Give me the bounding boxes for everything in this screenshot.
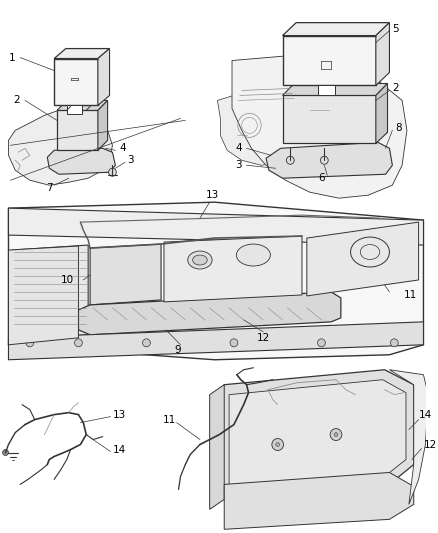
Circle shape: [74, 339, 82, 347]
Circle shape: [230, 339, 238, 347]
Polygon shape: [283, 36, 376, 85]
Polygon shape: [8, 202, 424, 360]
Text: 3: 3: [235, 160, 242, 170]
Circle shape: [286, 156, 294, 164]
Circle shape: [276, 442, 279, 447]
Text: 5: 5: [392, 23, 399, 34]
Polygon shape: [283, 22, 389, 36]
Text: 2: 2: [14, 95, 20, 106]
Polygon shape: [376, 22, 389, 85]
Polygon shape: [164, 236, 302, 302]
Text: 4: 4: [235, 143, 242, 154]
Text: 14: 14: [419, 410, 432, 419]
Circle shape: [109, 168, 117, 176]
Polygon shape: [229, 379, 406, 489]
Ellipse shape: [188, 251, 212, 269]
Polygon shape: [210, 385, 224, 510]
Text: 7: 7: [46, 183, 53, 193]
Text: 1: 1: [9, 53, 15, 62]
Circle shape: [318, 339, 325, 347]
Text: 13: 13: [206, 190, 219, 200]
Ellipse shape: [193, 255, 207, 265]
Text: 12: 12: [257, 333, 270, 343]
Polygon shape: [57, 100, 108, 110]
Circle shape: [321, 156, 328, 164]
Text: 9: 9: [174, 345, 181, 355]
Polygon shape: [54, 49, 110, 59]
Polygon shape: [376, 84, 388, 143]
Polygon shape: [8, 208, 424, 245]
Circle shape: [334, 433, 338, 437]
Polygon shape: [98, 100, 108, 150]
Circle shape: [26, 339, 34, 347]
Polygon shape: [8, 246, 78, 345]
Circle shape: [330, 429, 342, 441]
Circle shape: [390, 339, 398, 347]
Polygon shape: [217, 78, 324, 165]
Polygon shape: [389, 370, 428, 504]
Polygon shape: [232, 55, 407, 198]
Polygon shape: [318, 85, 335, 95]
Polygon shape: [78, 292, 341, 335]
Polygon shape: [266, 142, 392, 178]
Text: 4: 4: [119, 143, 126, 154]
Polygon shape: [98, 49, 110, 106]
Text: 11: 11: [162, 415, 176, 425]
Text: 8: 8: [395, 123, 402, 133]
Polygon shape: [57, 110, 98, 150]
Polygon shape: [215, 370, 414, 499]
Text: 6: 6: [318, 173, 325, 183]
Text: 10: 10: [60, 275, 74, 285]
Polygon shape: [8, 108, 113, 185]
Polygon shape: [67, 106, 82, 115]
Text: 3: 3: [127, 155, 134, 165]
Circle shape: [143, 339, 150, 347]
Polygon shape: [283, 84, 388, 95]
Circle shape: [3, 449, 8, 456]
Text: 12: 12: [424, 440, 437, 449]
Polygon shape: [54, 59, 98, 106]
Polygon shape: [307, 222, 419, 296]
Text: 11: 11: [404, 290, 417, 300]
Polygon shape: [224, 472, 414, 529]
Polygon shape: [90, 244, 161, 305]
Polygon shape: [283, 95, 376, 143]
Circle shape: [272, 439, 283, 450]
Text: 14: 14: [113, 445, 126, 455]
Polygon shape: [12, 245, 88, 338]
Text: 13: 13: [113, 410, 126, 419]
Ellipse shape: [237, 244, 270, 266]
Text: 2: 2: [392, 84, 399, 93]
Polygon shape: [8, 322, 424, 360]
Polygon shape: [47, 148, 115, 174]
